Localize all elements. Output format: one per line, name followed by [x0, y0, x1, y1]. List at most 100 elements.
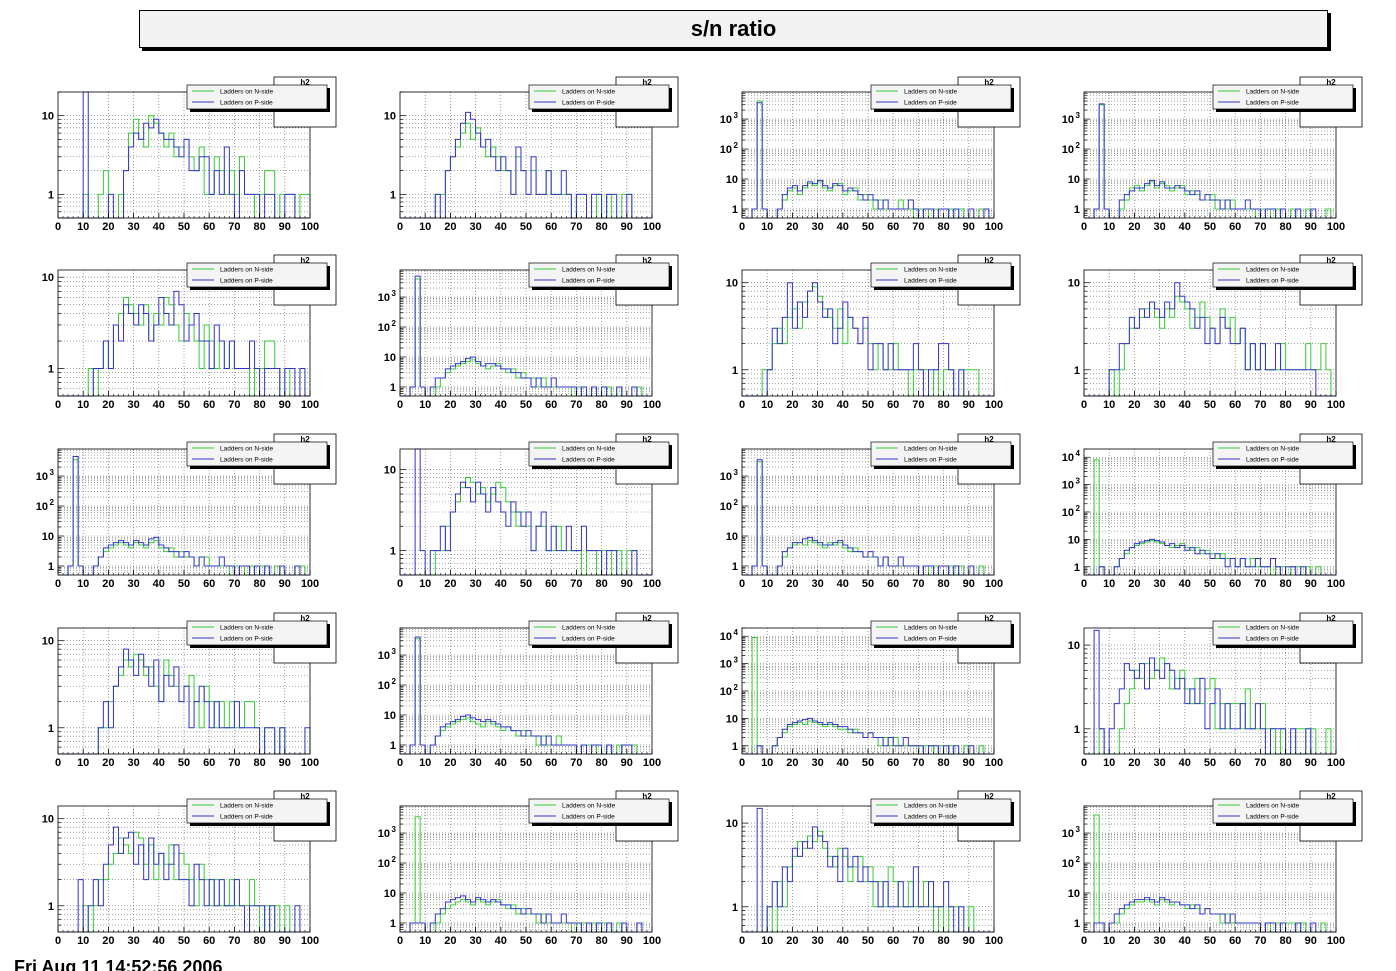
x-tick-label: 0: [55, 935, 61, 947]
y-tick-label: 10: [720, 471, 732, 483]
x-tick-label: 50: [520, 935, 532, 947]
y-tick-exponent: 3: [392, 647, 397, 656]
x-tick-label: 50: [862, 578, 874, 590]
legend-entry: Ladders on P-side: [904, 457, 957, 464]
y-tick-label: 1: [390, 546, 396, 558]
x-tick-label: 90: [621, 578, 633, 590]
legend-entry: Ladders on N-side: [562, 89, 615, 96]
y-tick-label: 10: [42, 814, 54, 826]
x-tick-label: 10: [1103, 757, 1115, 769]
legend-box: [1212, 441, 1354, 467]
x-tick-label: 10: [77, 757, 89, 769]
x-tick-label: 20: [1128, 935, 1140, 947]
x-tick-label: 90: [1305, 578, 1317, 590]
x-tick-label: 0: [397, 935, 403, 947]
x-tick-label: 60: [545, 935, 557, 947]
x-tick-label: 10: [1103, 578, 1115, 590]
y-tick-label: 1: [48, 901, 54, 913]
x-tick-label: 50: [862, 221, 874, 233]
legend-box: [528, 441, 670, 467]
histogram-pad: 0 10 20 30 40 50 60 70 80 90 100 1 10 h2 Ladders on N-…: [1026, 250, 1366, 428]
x-tick-label: 100: [301, 757, 319, 769]
y-tick-label: 10: [36, 501, 48, 513]
stats-title: h2: [300, 256, 310, 265]
x-tick-label: 40: [837, 399, 849, 411]
histogram-pad: 0 10 20 30 40 50 60 70 80 90 100 1 10 h2 Ladders on N-…: [342, 72, 682, 250]
x-tick-label: 70: [1254, 935, 1266, 947]
x-tick-label: 90: [279, 757, 291, 769]
y-tick-label: 10: [1068, 174, 1080, 186]
x-tick-label: 80: [1279, 935, 1291, 947]
y-tick-label: 10: [384, 465, 396, 477]
y-tick-exponent: 4: [734, 628, 739, 637]
x-tick-label: 60: [1229, 221, 1241, 233]
y-tick-exponent: 2: [1076, 504, 1081, 513]
y-tick-label: 1: [732, 365, 738, 377]
stats-title: h2: [300, 78, 310, 87]
y-tick-label: 10: [1062, 858, 1074, 870]
y-tick-label: 10: [720, 144, 732, 156]
legend-box: [1212, 84, 1354, 110]
y-tick-label: 1: [1074, 365, 1080, 377]
x-tick-label: 100: [1327, 221, 1345, 233]
x-tick-label: 100: [301, 221, 319, 233]
p-side-series: [58, 826, 310, 933]
x-tick-label: 0: [1081, 757, 1087, 769]
x-tick-label: 60: [545, 221, 557, 233]
legend-entry: Ladders on N-side: [904, 803, 957, 810]
x-tick-label: 70: [228, 578, 240, 590]
legend-entry: Ladders on N-side: [562, 803, 615, 810]
y-tick-label: 10: [384, 111, 396, 123]
p-side-series: [400, 448, 652, 576]
stats-title: h2: [984, 256, 994, 265]
legend-box: [528, 620, 670, 646]
legend-entry: Ladders on N-side: [904, 267, 957, 274]
legend-entry: Ladders on N-side: [904, 446, 957, 453]
histogram-pad: 0 10 20 30 40 50 60 70 80 90 100 1 10 10 2 10 3 h2 Ladders…: [0, 429, 340, 607]
x-tick-label: 80: [253, 757, 265, 769]
histogram-pad: 0 10 20 30 40 50 60 70 80 90 100 1 10 10 2 10 3 h2 Ladders…: [342, 608, 682, 786]
legend-entry: Ladders on N-side: [1246, 267, 1299, 274]
x-tick-label: 30: [127, 578, 139, 590]
legend-box: [1212, 798, 1354, 824]
y-tick-exponent: 2: [734, 498, 739, 507]
x-tick-label: 10: [761, 757, 773, 769]
x-tick-label: 50: [178, 935, 190, 947]
x-tick-label: 100: [1327, 935, 1345, 947]
x-tick-label: 0: [397, 757, 403, 769]
legend-entry: Ladders on N-side: [220, 625, 273, 632]
legend-entry: Ladders on N-side: [1246, 89, 1299, 96]
x-tick-label: 0: [739, 935, 745, 947]
x-tick-label: 20: [444, 221, 456, 233]
x-tick-label: 90: [1305, 399, 1317, 411]
x-tick-label: 30: [469, 578, 481, 590]
x-tick-label: 70: [1254, 757, 1266, 769]
y-tick-label: 10: [726, 818, 738, 830]
histogram-pad: 0 10 20 30 40 50 60 70 80 90 100 1 10 10 2 10 3 h2 Ladders…: [684, 429, 1024, 607]
y-tick-exponent: 2: [1076, 141, 1081, 150]
legend-entry: Ladders on N-side: [904, 89, 957, 96]
x-tick-label: 50: [862, 935, 874, 947]
x-tick-label: 20: [444, 399, 456, 411]
x-tick-label: 50: [178, 757, 190, 769]
y-tick-label: 1: [390, 740, 396, 752]
x-tick-label: 50: [1204, 757, 1216, 769]
x-tick-label: 50: [520, 399, 532, 411]
x-tick-label: 90: [621, 221, 633, 233]
histogram-pad: 0 10 20 30 40 50 60 70 80 90 100 1 10 10 2 10 3 10 4 h2 Ladd…: [684, 608, 1024, 786]
x-tick-label: 20: [786, 757, 798, 769]
y-tick-label: 10: [36, 471, 48, 483]
x-tick-label: 0: [397, 221, 403, 233]
y-tick-exponent: 3: [734, 111, 739, 120]
x-tick-label: 70: [570, 399, 582, 411]
legend-box: [870, 262, 1012, 288]
legend-entry: Ladders on N-side: [562, 267, 615, 274]
x-tick-label: 50: [1204, 935, 1216, 947]
x-tick-label: 60: [1229, 935, 1241, 947]
y-tick-label: 10: [42, 272, 54, 284]
x-tick-label: 40: [153, 221, 165, 233]
legend-entry: Ladders on P-side: [1246, 636, 1299, 643]
